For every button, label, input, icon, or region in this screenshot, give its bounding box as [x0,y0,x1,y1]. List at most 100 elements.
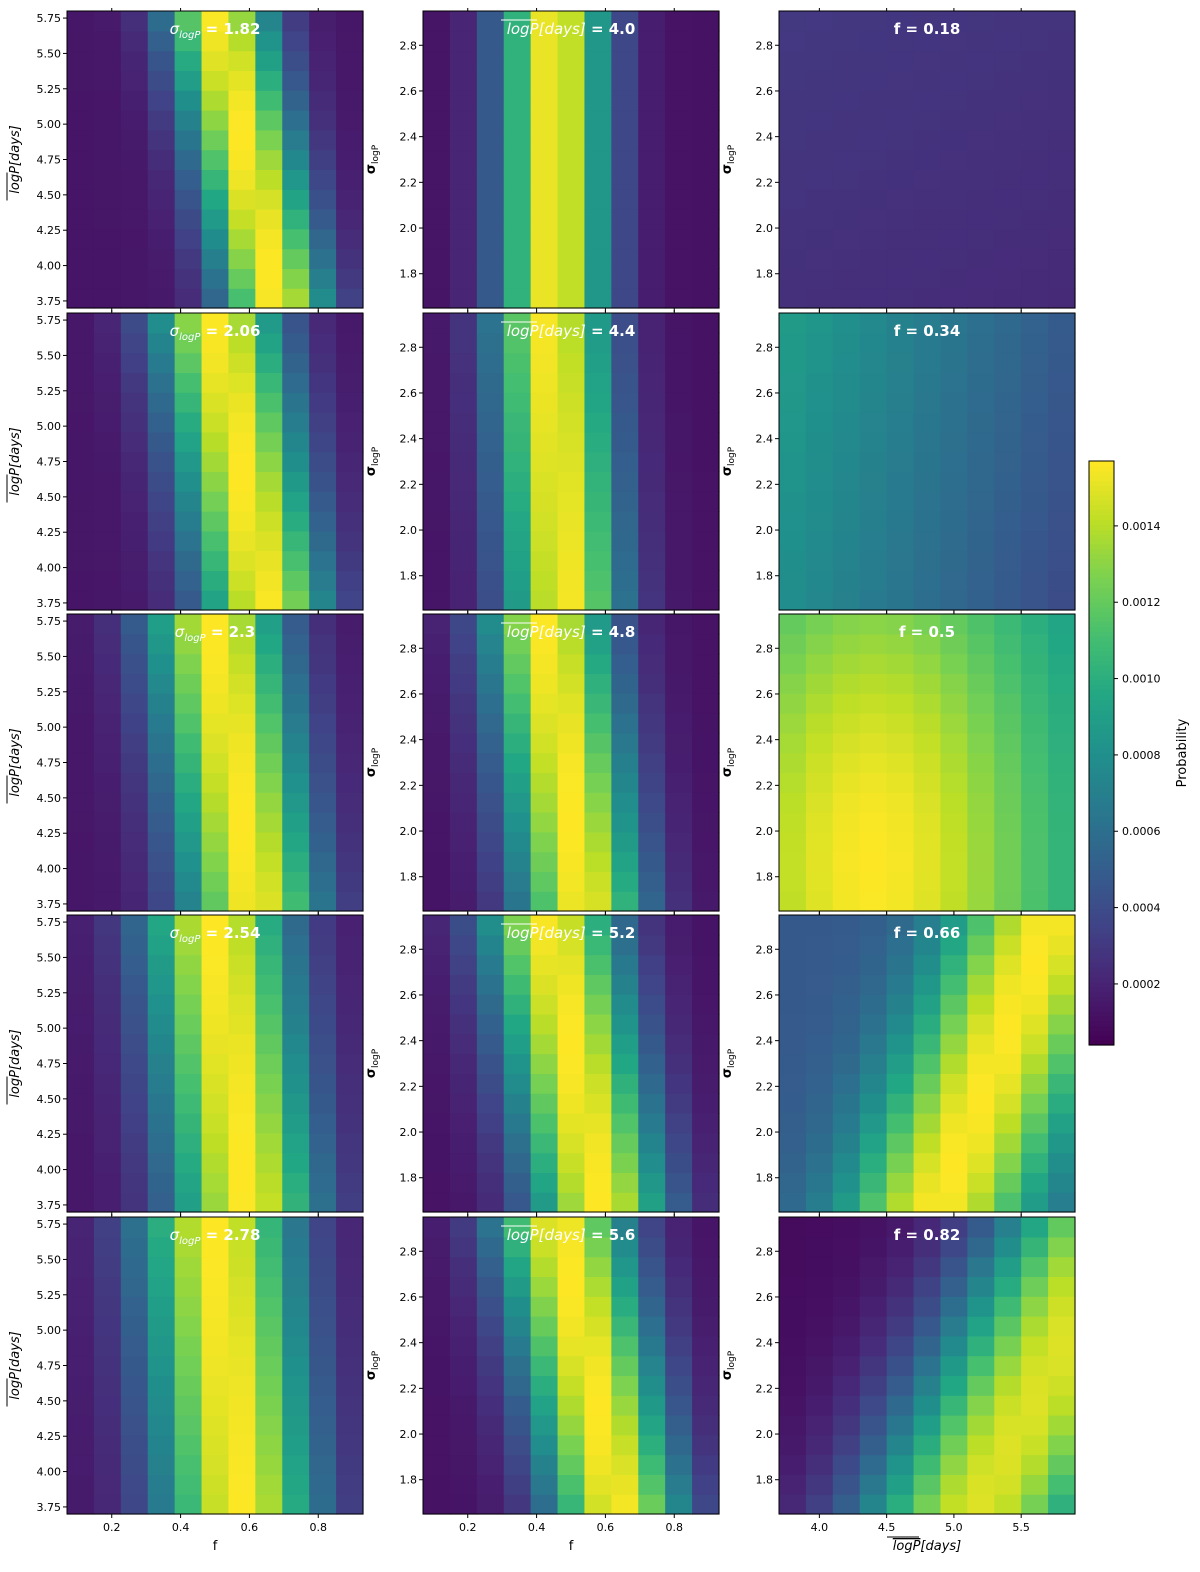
heatmap-cell [336,974,364,995]
heatmap-cell [530,934,559,956]
heatmap-cell [336,129,364,151]
heatmap-cell [530,1217,559,1238]
heatmap-cell [584,1395,612,1416]
heatmap-cell [994,451,1022,472]
heatmap-cell [309,653,337,674]
heatmap-cell [779,1192,807,1213]
heatmap-cell [147,11,176,32]
heatmap-cell [67,50,95,71]
heatmap-cell [1021,1276,1049,1297]
heatmap-cell [886,1256,915,1277]
heatmap-cell [476,550,505,571]
heatmap-cell [611,268,639,289]
heatmap-cell [503,511,532,532]
heatmap-cell [282,915,310,936]
heatmap-cell [309,30,337,52]
heatmap-cell [282,70,310,91]
heatmap-cell [1021,570,1049,591]
heatmap-cell [611,372,639,393]
heatmap-cell [805,1375,834,1396]
heatmap-cell [423,1494,451,1515]
heatmap-cell [67,713,95,734]
heatmap-cell [93,451,122,472]
heatmap-cell [886,189,915,210]
heatmap-cell [93,1454,122,1475]
heatmap-cell [309,633,337,655]
heatmap-cell [665,1296,693,1317]
heatmap-cell [584,110,612,131]
heatmap-cell [228,530,256,552]
heatmap-cell [174,851,203,872]
heatmap-cell [120,1276,149,1297]
heatmap-cell [1048,491,1076,512]
heatmap-cell [336,1474,364,1495]
heatmap-cell [530,1335,559,1357]
heatmap-cell [201,412,230,433]
heatmap-cell [120,1073,149,1094]
heatmap-cell [228,1355,256,1376]
heatmap-cell [611,332,639,354]
heatmap-cell [93,732,122,754]
heatmap-cell [147,372,176,393]
heatmap-cell [228,11,256,32]
heatmap-cell [147,851,176,872]
colorbar-step [1089,928,1114,934]
heatmap-cell [805,268,834,289]
heatmap-cell [832,831,861,853]
heatmap-cell [309,149,337,170]
heatmap-cell [859,1355,888,1376]
heatmap-cell [255,248,283,269]
heatmap-cell [67,871,95,892]
heatmap-cell [940,550,968,571]
heatmap-cell [449,1494,478,1515]
heatmap-cell [692,1276,720,1297]
heatmap-cell [832,431,861,453]
heatmap-cell [611,871,639,892]
heatmap-cell [282,313,310,334]
heatmap-cell [228,1053,256,1074]
heatmap-cell [476,673,505,694]
heatmap-cell [886,471,915,492]
heatmap-cell [913,614,942,635]
heatmap-cell [665,268,693,289]
heatmap-cell [530,871,559,892]
heatmap-cell [503,570,532,591]
y-tick-label: 2.2 [400,779,418,792]
heatmap-cell [147,653,176,674]
heatmap-cell [886,1474,915,1495]
heatmap-cell [638,530,666,552]
heatmap-cell [913,1033,942,1055]
heatmap-cell [611,1053,639,1074]
heatmap-cell [1048,1494,1076,1515]
colorbar-step [1089,899,1114,905]
heatmap-cell [1048,248,1076,269]
heatmap-cell [282,1256,310,1277]
x-axis-label: logP[days] [893,1539,962,1554]
heatmap-cell [201,110,230,131]
heatmap-cell [611,1395,639,1416]
heatmap-cell [638,954,666,975]
heatmap-cell [779,491,807,512]
heatmap-cell [913,70,942,91]
heatmap-cell [557,1415,586,1436]
heatmap-cell [423,11,451,32]
heatmap-cell [665,189,693,210]
heatmap-cell [967,209,995,230]
heatmap-cell [665,352,693,373]
heatmap-cell [228,831,256,853]
heatmap-cell [282,11,310,32]
heatmap-cell [859,1434,888,1456]
heatmap-cell [255,70,283,91]
heatmap-cell [638,511,666,532]
heatmap-cell [779,994,807,1015]
heatmap-cell [805,1316,834,1337]
heatmap-cell [282,1276,310,1297]
heatmap-cell [967,1192,995,1213]
heatmap-cell [67,614,95,635]
heatmap-cell [423,372,451,393]
heatmap-cell [423,614,451,635]
heatmap-cell [1021,713,1049,734]
heatmap-cell [638,30,666,52]
heatmap-cell [530,392,559,413]
heatmap-cell [228,209,256,230]
